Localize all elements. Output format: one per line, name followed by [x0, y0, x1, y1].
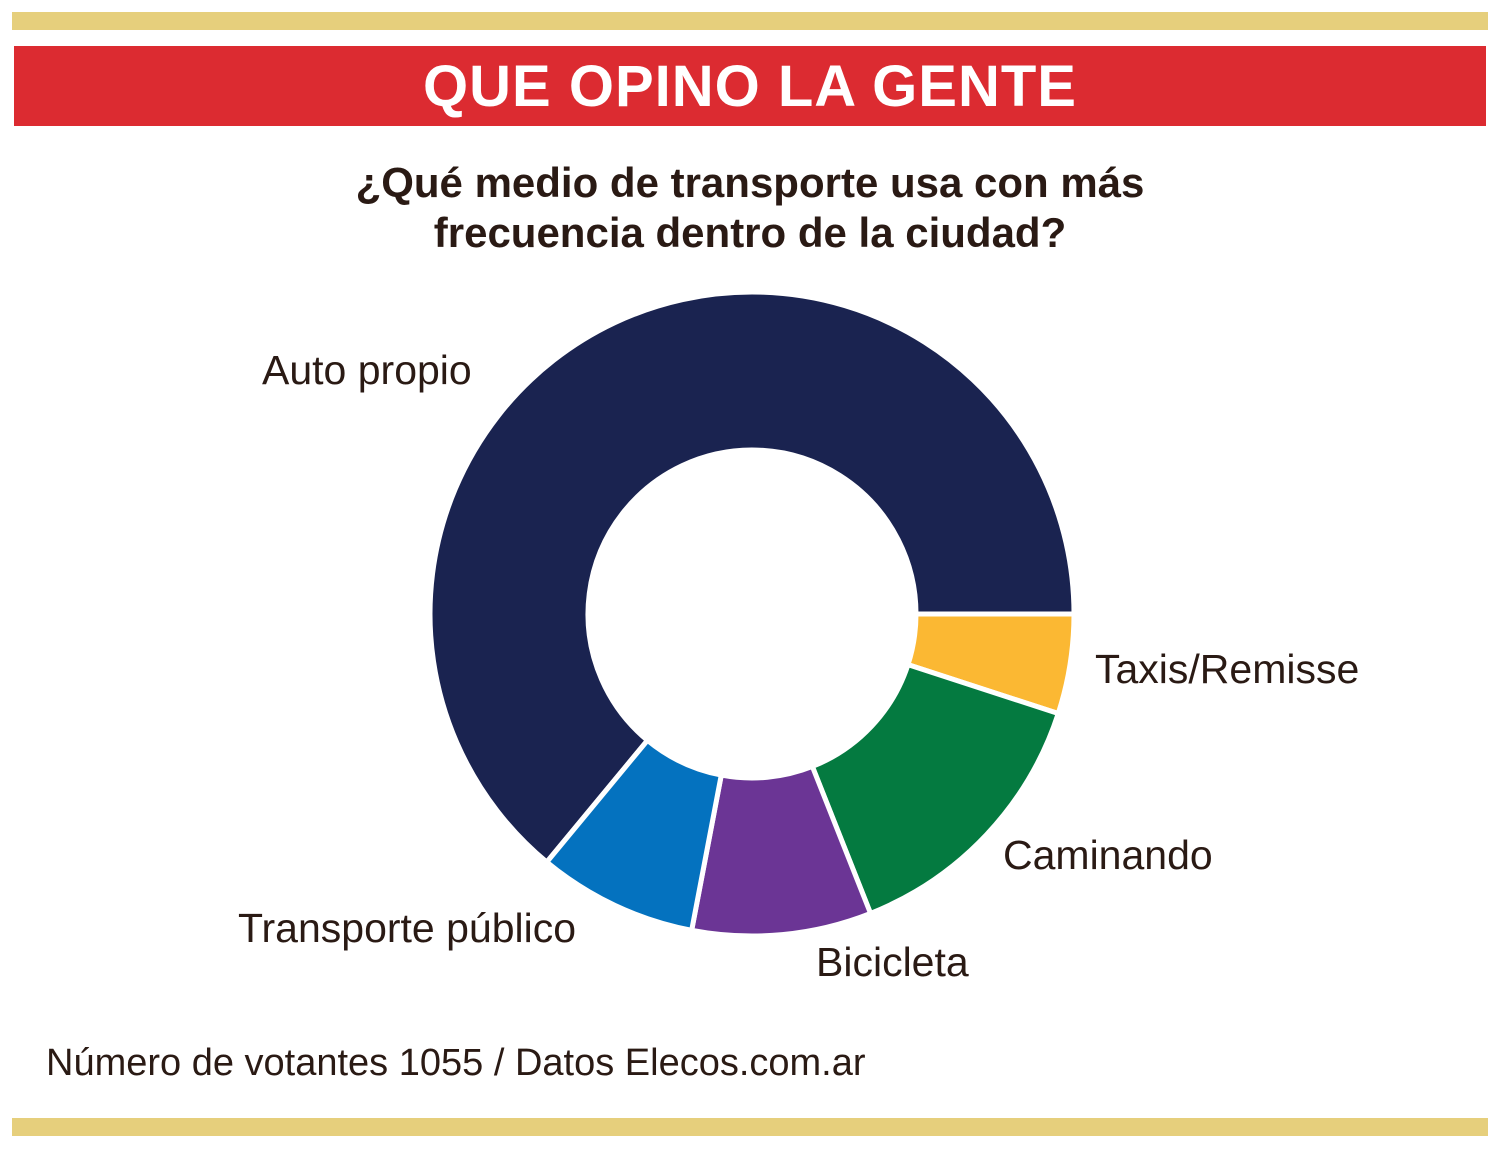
- slice-label-taxis-remisse: Taxis/Remisse: [1095, 646, 1359, 692]
- chart-title-line-2: frecuencia dentro de la ciudad?: [433, 209, 1067, 256]
- slice-label-auto-propio: Auto propio: [262, 347, 472, 393]
- banner-title: QUE OPINO LA GENTE: [423, 53, 1077, 119]
- chart-title: ¿Qué medio de transporte usa con más fre…: [150, 158, 1350, 258]
- slice-label-caminando: Caminando: [1003, 832, 1213, 878]
- top-rule: [12, 12, 1488, 30]
- slice-auto-propio: [427, 289, 1077, 865]
- slice-label-transporte-publico: Transporte público: [238, 905, 576, 951]
- slice-transporte-publico: [544, 737, 724, 933]
- slice-labels: Auto propio Taxis/Remisse Caminando Bici…: [238, 347, 1359, 985]
- slice-label-bicicleta: Bicicleta: [816, 939, 969, 985]
- header-banner: QUE OPINO LA GENTE: [14, 46, 1486, 126]
- slice-caminando: [809, 662, 1061, 916]
- donut-slices: [427, 289, 1077, 939]
- bottom-rule: [12, 1118, 1488, 1136]
- chart-title-line-1: ¿Qué medio de transporte usa con más: [355, 159, 1145, 206]
- footnote: Número de votantes 1055 / Datos Elecos.c…: [46, 1042, 866, 1084]
